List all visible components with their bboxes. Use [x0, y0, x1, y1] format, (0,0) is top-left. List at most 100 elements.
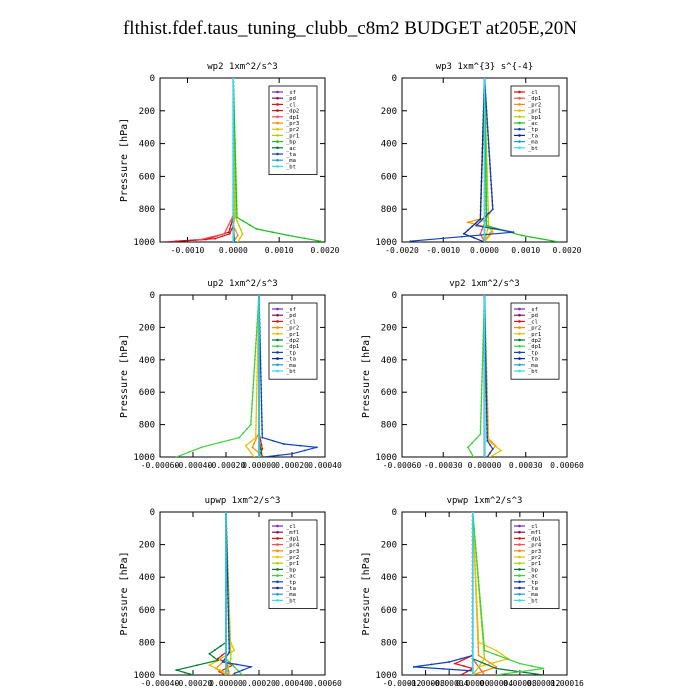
- series-group: [175, 295, 318, 457]
- series-point: [235, 191, 238, 194]
- series-point: [228, 621, 231, 623]
- legend-marker: [276, 574, 279, 577]
- series-point: [471, 670, 474, 672]
- series-point: [256, 314, 259, 317]
- series-point: [471, 617, 474, 619]
- series-point: [486, 118, 488, 120]
- legend-label: _bt: [286, 598, 296, 604]
- series-point: [483, 419, 486, 422]
- series-point: [480, 176, 483, 179]
- legend-marker: [276, 332, 279, 336]
- series-point: [483, 295, 486, 296]
- series-point: [227, 626, 230, 629]
- series-point: [258, 298, 260, 300]
- series-point: [232, 138, 235, 141]
- series-point: [483, 657, 486, 660]
- series-point: [481, 625, 484, 627]
- legend-label: _bt: [528, 146, 538, 152]
- series-point: [256, 318, 259, 321]
- series-point: [258, 350, 260, 353]
- series-point: [485, 399, 488, 402]
- series-point: [256, 371, 259, 374]
- series-point: [485, 101, 487, 104]
- series-point: [225, 670, 227, 672]
- series-point: [229, 220, 232, 222]
- series-point: [227, 666, 230, 668]
- series-point: [249, 440, 252, 443]
- series-point: [260, 391, 263, 394]
- series-point: [482, 343, 484, 346]
- legend-label: _dp1: [286, 344, 299, 350]
- legend-marker: [518, 307, 521, 311]
- y-tick-label: 0: [150, 508, 155, 518]
- series-point: [487, 130, 489, 133]
- series-point: [230, 674, 232, 675]
- series-point: [486, 423, 488, 426]
- series-point: [480, 197, 482, 200]
- series-point: [479, 205, 482, 208]
- series-point: [471, 637, 474, 640]
- series-point: [483, 358, 486, 361]
- series-point: [486, 187, 489, 190]
- series-point: [258, 318, 260, 321]
- y-tick-label: 600: [381, 606, 397, 616]
- legend-marker: [518, 549, 521, 553]
- legend-marker: [276, 165, 279, 168]
- series-point: [261, 428, 263, 431]
- legend-marker: [276, 103, 279, 106]
- series-point: [250, 407, 253, 410]
- series-point: [258, 427, 260, 430]
- series-point: [477, 576, 480, 579]
- series-point: [485, 208, 488, 211]
- series-point: [225, 572, 227, 574]
- series-point: [227, 610, 230, 612]
- series-point: [486, 175, 489, 178]
- series-point: [216, 659, 219, 662]
- series-point: [483, 105, 486, 108]
- legend-label: _dp1: [528, 96, 541, 102]
- series-point: [225, 657, 227, 660]
- series-point: [232, 118, 235, 120]
- series-point: [225, 661, 227, 664]
- series-point: [234, 204, 237, 207]
- series-point: [232, 175, 235, 178]
- series-point: [256, 355, 259, 357]
- series-point: [235, 663, 238, 666]
- series-point: [258, 387, 260, 389]
- legend-label: _ta: [286, 357, 296, 363]
- series-point: [481, 164, 483, 167]
- series-point: [471, 576, 474, 579]
- series-point: [483, 130, 486, 133]
- series-point: [258, 399, 260, 402]
- series-point: [235, 208, 238, 211]
- legend-marker: [276, 586, 279, 590]
- series-point: [487, 142, 490, 145]
- series-line-dp2: [164, 78, 234, 242]
- legend-marker: [276, 158, 279, 162]
- series-point: [484, 363, 487, 365]
- legend-label: _bp: [528, 567, 538, 573]
- series-point: [495, 674, 498, 675]
- series-point: [520, 234, 523, 237]
- series-point: [483, 653, 486, 656]
- series-point: [232, 142, 235, 145]
- series-point: [225, 653, 227, 656]
- legend-marker: [276, 530, 279, 534]
- series-point: [258, 295, 260, 296]
- y-tick-label: 200: [139, 107, 155, 117]
- series-point: [483, 163, 486, 166]
- series-point: [483, 97, 486, 100]
- series-point: [473, 535, 476, 538]
- series-point: [476, 564, 479, 566]
- series-point: [471, 649, 474, 652]
- y-tick-label: 800: [381, 638, 397, 648]
- series-point: [225, 584, 227, 587]
- legend-marker: [518, 320, 521, 323]
- series-point: [227, 630, 230, 633]
- series-point: [256, 367, 259, 370]
- series-point: [225, 580, 227, 583]
- series-point: [232, 89, 235, 92]
- x-tick-label: 0.00004: [479, 679, 513, 688]
- series-point: [256, 379, 258, 382]
- series-point: [474, 572, 477, 574]
